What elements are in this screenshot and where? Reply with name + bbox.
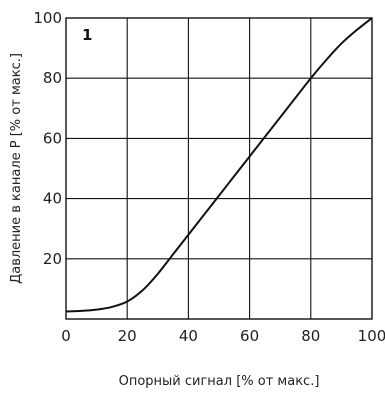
y-axis-title: Давление в канале P [% от макс.] bbox=[9, 53, 24, 284]
x-axis-title: Опорный сигнал [% от макс.] bbox=[119, 374, 320, 389]
y-tick-label: 20 bbox=[43, 250, 62, 268]
x-tick-label: 60 bbox=[240, 327, 259, 345]
tick-labels: 0 20 40 60 80 100 20 40 60 80 100 bbox=[33, 9, 385, 345]
x-tick-label: 80 bbox=[301, 327, 320, 345]
pressure-curve bbox=[65, 17, 373, 313]
plot-frame bbox=[65, 17, 373, 320]
x-tick-label: 40 bbox=[179, 327, 198, 345]
x-tick-label: 20 bbox=[118, 327, 137, 345]
y-tick-label: 60 bbox=[43, 129, 62, 147]
y-tick-label: 100 bbox=[33, 9, 62, 27]
y-tick-label: 40 bbox=[43, 190, 62, 208]
y-tick-label: 80 bbox=[43, 69, 62, 87]
grid-lines bbox=[66, 18, 372, 319]
panel-label: 1 bbox=[82, 26, 92, 44]
x-tick-label: 100 bbox=[358, 327, 385, 345]
x-tick-label: 0 bbox=[61, 327, 71, 345]
